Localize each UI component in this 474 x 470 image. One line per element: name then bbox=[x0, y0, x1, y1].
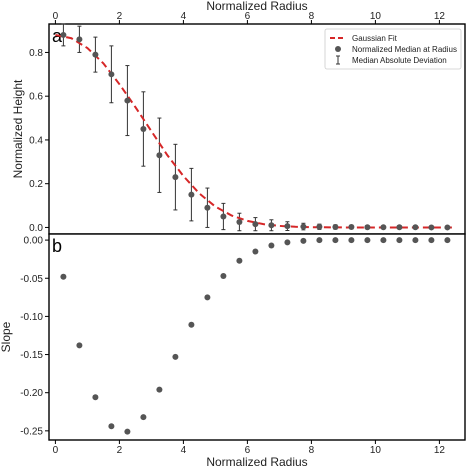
panel-a-ytick-label: 0.4 bbox=[29, 135, 43, 146]
slope-point bbox=[252, 248, 259, 255]
median-point bbox=[140, 126, 147, 132]
median-point bbox=[60, 31, 67, 38]
panel-b-xtick-label: 8 bbox=[309, 445, 315, 456]
panel-b-label: b bbox=[52, 236, 62, 256]
median-point bbox=[332, 224, 339, 230]
median-point bbox=[380, 224, 387, 231]
panel-a-xtick-label: 6 bbox=[245, 11, 251, 22]
slope-point bbox=[124, 428, 131, 435]
median-point bbox=[204, 204, 211, 211]
slope-point bbox=[380, 237, 387, 244]
panel-a-ytick-label: 0.2 bbox=[29, 179, 43, 190]
slope-point bbox=[332, 237, 339, 244]
panel-a-xtick-label: 4 bbox=[181, 11, 187, 22]
slope-point bbox=[348, 237, 355, 244]
slope-point bbox=[204, 294, 211, 301]
legend-points-swatch bbox=[335, 46, 341, 52]
legend-frame bbox=[324, 28, 462, 70]
slope-point bbox=[300, 237, 307, 244]
legend-points-label: Normalized Median at Radius bbox=[352, 45, 457, 54]
median-point bbox=[364, 224, 371, 231]
median-point bbox=[156, 152, 163, 159]
slope-point bbox=[428, 237, 435, 244]
panel-a-xtick-label: 2 bbox=[117, 11, 123, 22]
panel-b-xticks: 0 2 4 6 8 10 12 bbox=[53, 440, 446, 456]
slope-point bbox=[412, 237, 419, 244]
median-point bbox=[92, 51, 99, 58]
panel-a-ytick-label: 0.0 bbox=[29, 223, 43, 234]
slope-point bbox=[364, 237, 371, 244]
slope-point bbox=[316, 237, 323, 244]
slope-point bbox=[396, 237, 403, 244]
panel-a-points bbox=[60, 31, 451, 231]
median-point bbox=[316, 223, 323, 230]
panel-a-xticks: 0 2 4 6 8 10 12 bbox=[53, 11, 446, 24]
slope-point bbox=[220, 272, 227, 279]
median-point bbox=[444, 224, 451, 231]
panel-a-xtick-label: 12 bbox=[434, 11, 446, 22]
slope-point bbox=[172, 353, 179, 360]
panel-b-xlabel: Normalized Radius bbox=[206, 455, 307, 469]
median-point bbox=[252, 221, 259, 228]
slope-point bbox=[92, 394, 99, 401]
panel-b-yticks: 0.00 -0.05 -0.10 -0.15 -0.20 -0.25 bbox=[20, 236, 49, 437]
median-point bbox=[188, 191, 195, 198]
slope-point bbox=[284, 239, 291, 246]
panel-a-ytick-label: 0.8 bbox=[29, 48, 43, 59]
panel-b-xtick-label: 2 bbox=[117, 445, 123, 456]
median-point bbox=[220, 213, 227, 220]
slope-point bbox=[236, 257, 243, 264]
slope-point bbox=[140, 414, 147, 421]
median-point bbox=[76, 36, 83, 43]
median-point bbox=[348, 224, 355, 230]
slope-point bbox=[108, 423, 115, 430]
panel-b-ytick-label: -0.20 bbox=[20, 388, 43, 399]
panel-b-ytick-label: -0.10 bbox=[20, 312, 43, 323]
median-point bbox=[124, 97, 131, 104]
median-point bbox=[300, 223, 307, 230]
median-point bbox=[108, 71, 115, 78]
legend: Gaussian Fit Normalized Median at Radius… bbox=[324, 28, 462, 70]
panel-b-points bbox=[60, 237, 451, 435]
slope-point bbox=[76, 342, 83, 349]
median-point bbox=[268, 222, 275, 229]
median-point bbox=[412, 224, 419, 231]
panel-b-xtick-label: 0 bbox=[53, 445, 59, 456]
panel-a-ytick-label: 0.6 bbox=[29, 92, 43, 103]
panel-b-ylabel: Slope bbox=[0, 321, 13, 352]
median-point bbox=[236, 218, 243, 225]
panel-a-ylabel: Normalized Height bbox=[11, 79, 25, 178]
panel-b-ytick-label: -0.15 bbox=[20, 350, 43, 361]
panel-a-yticks: 0.0 0.2 0.4 0.6 0.8 bbox=[29, 48, 49, 234]
panel-b-xtick-label: 6 bbox=[245, 445, 251, 456]
legend-fit-label: Gaussian Fit bbox=[352, 34, 398, 43]
panel-b-xtick-label: 10 bbox=[370, 445, 382, 456]
panel-b-ytick-label: -0.05 bbox=[20, 274, 43, 285]
median-point bbox=[284, 223, 291, 230]
median-point bbox=[428, 224, 435, 231]
slope-point bbox=[444, 237, 451, 244]
slope-point bbox=[60, 273, 67, 280]
slope-point bbox=[268, 242, 275, 249]
panel-b-ytick-label: 0.00 bbox=[24, 236, 44, 247]
panel-b-xtick-label: 12 bbox=[434, 445, 446, 456]
panel-b-ytick-label: -0.25 bbox=[20, 426, 43, 437]
panel-a-xlabel: Normalized Radius bbox=[206, 0, 307, 13]
panel-b: b Normalized Radius Slope 0 2 4 6 8 10 12 0.00… bbox=[0, 233, 466, 469]
panel-a-xtick-label: 10 bbox=[370, 11, 382, 22]
slope-point bbox=[188, 321, 195, 328]
panel-b-xtick-label: 4 bbox=[181, 445, 187, 456]
panel-a-xtick-label: 0 bbox=[53, 11, 59, 22]
panel-a-xtick-label: 8 bbox=[309, 11, 315, 22]
legend-errorbar-label: Median Absolute Deviation bbox=[352, 56, 447, 65]
median-point bbox=[172, 174, 179, 181]
slope-point bbox=[156, 386, 163, 393]
median-point bbox=[396, 224, 403, 231]
panel-b-frame bbox=[48, 233, 466, 441]
